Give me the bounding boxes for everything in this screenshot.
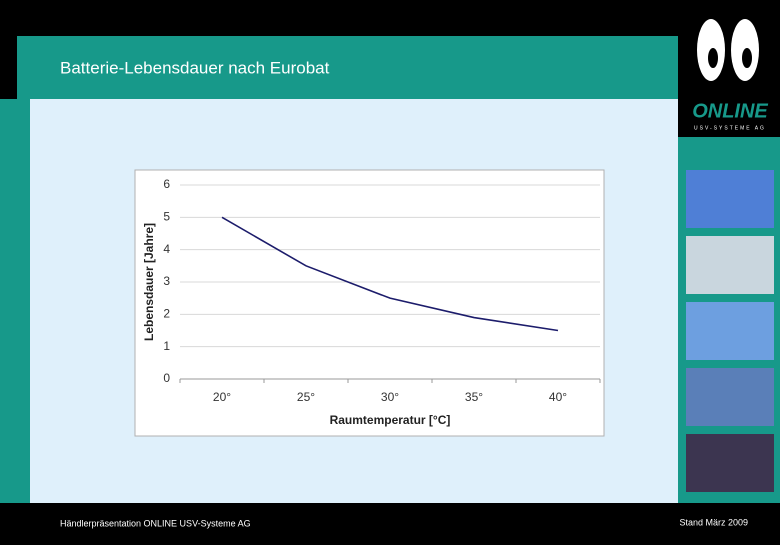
y-tick-label: 5 xyxy=(163,210,170,224)
y-tick-label: 2 xyxy=(163,307,170,321)
logo-subtext: USV-SYSTEME AG xyxy=(694,125,766,131)
left-strip xyxy=(0,99,30,503)
slide-title: Batterie-Lebensdauer nach Eurobat xyxy=(60,58,330,77)
y-tick-label: 0 xyxy=(163,371,170,385)
photo-plug xyxy=(686,236,774,294)
chart: 0 1 2 3 4 5 6 20° 25° 30° 35° 40° Raumtemperatur [°C… xyxy=(142,177,601,427)
chart-frame xyxy=(134,169,605,437)
data-line xyxy=(221,216,559,332)
logo-pupil xyxy=(708,48,718,68)
x-tick-label: 25° xyxy=(297,390,315,404)
footer-left: Händlerpräsentation ONLINE USV-Systeme A… xyxy=(60,518,251,528)
photo-lightning xyxy=(686,434,774,492)
y-tick-label: 4 xyxy=(163,242,170,256)
x-tick-label: 40° xyxy=(549,390,567,404)
footer-right: Stand März 2009 xyxy=(679,517,748,527)
title-band xyxy=(17,36,678,99)
photo-keyboard xyxy=(686,170,774,228)
x-tick-label: 30° xyxy=(381,390,399,404)
y-axis-title: Lebensdauer [Jahre] xyxy=(142,223,156,341)
logo-pupil xyxy=(742,48,752,68)
photo-windmills xyxy=(686,368,774,426)
x-tick-label: 20° xyxy=(213,390,231,404)
y-tick-label: 6 xyxy=(163,177,170,191)
x-axis-title: Raumtemperatur [°C] xyxy=(330,413,451,427)
logo-text: ONLINE xyxy=(692,100,768,122)
x-tick-label: 35° xyxy=(465,390,483,404)
photo-pylon xyxy=(686,302,774,360)
y-tick-label: 3 xyxy=(163,274,170,288)
y-tick-label: 1 xyxy=(163,339,170,353)
